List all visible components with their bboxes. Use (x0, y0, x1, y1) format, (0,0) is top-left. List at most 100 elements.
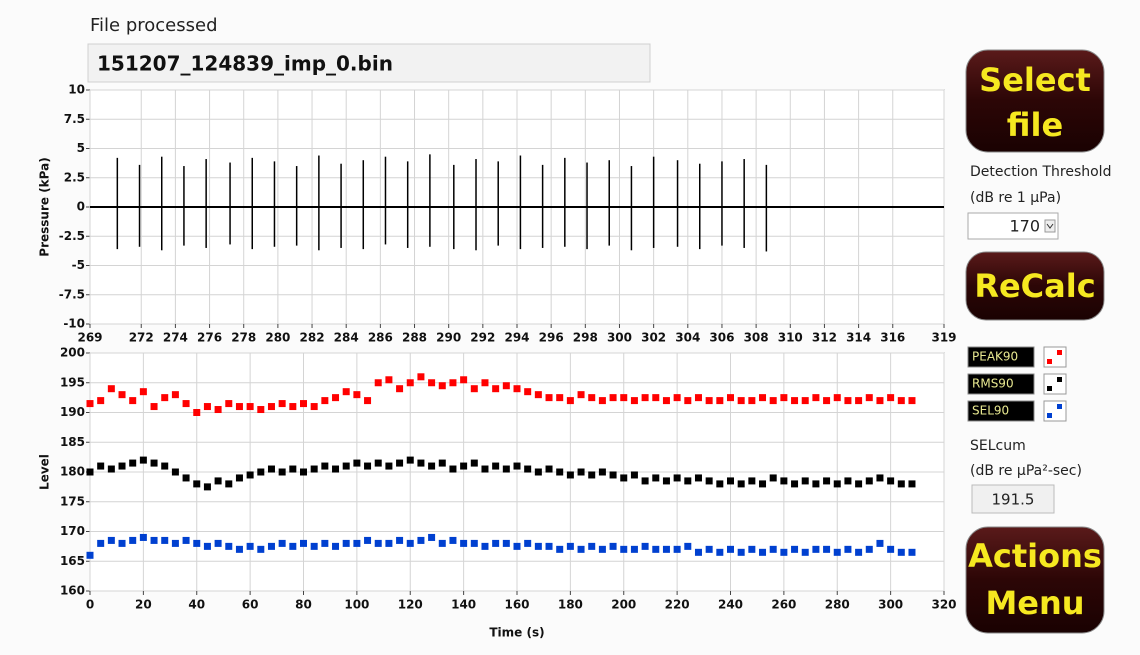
point (289, 465, 297, 473)
point (129, 397, 137, 405)
button-face[interactable] (965, 49, 1105, 153)
point (887, 477, 895, 485)
threshold-value[interactable]: 170 (1009, 217, 1040, 236)
point (812, 394, 820, 402)
point (470, 459, 478, 467)
point (577, 468, 585, 476)
point (481, 379, 489, 387)
point (406, 379, 414, 387)
point (759, 394, 767, 402)
point (780, 394, 788, 402)
point (86, 400, 94, 408)
legend-swatch (1057, 404, 1062, 409)
point (428, 462, 436, 470)
legend-swatch (1047, 386, 1052, 391)
point (385, 376, 393, 384)
point (203, 542, 211, 550)
point (97, 397, 105, 405)
button-text[interactable]: Menu (985, 584, 1084, 622)
file-label: File processed (90, 15, 218, 36)
point (332, 394, 340, 402)
point (353, 539, 361, 547)
point (801, 548, 809, 556)
point (502, 539, 510, 547)
x-tick-label: 180 (558, 598, 583, 612)
point (214, 477, 222, 485)
x-tick-label: 296 (539, 331, 564, 345)
point (705, 477, 713, 485)
legend-swatch (1057, 350, 1062, 355)
dropdown-arrow[interactable] (1044, 219, 1056, 233)
point (342, 388, 350, 396)
point (97, 539, 105, 547)
threshold-select[interactable]: 170 (967, 212, 1059, 240)
point (705, 545, 713, 553)
x-tick-label: 40 (188, 598, 205, 612)
point (833, 548, 841, 556)
y-tick-label: 170 (60, 524, 85, 538)
point (310, 403, 318, 411)
point (460, 539, 468, 547)
point (353, 391, 361, 399)
point (716, 548, 724, 556)
point (257, 406, 265, 414)
point (396, 536, 404, 544)
point (545, 394, 553, 402)
x-tick-label: 272 (129, 331, 154, 345)
point (417, 373, 425, 381)
point (577, 545, 585, 553)
x-tick-label: 269 (77, 331, 102, 345)
actions-button[interactable]: Actions Menu (965, 526, 1105, 634)
x-axis-label: Time (s) (489, 626, 544, 640)
threshold-label: Detection Threshold (970, 164, 1111, 180)
x-tick-label: 316 (880, 331, 905, 345)
point (321, 539, 329, 547)
point (235, 545, 243, 553)
x-tick-label: 302 (641, 331, 666, 345)
point (662, 397, 670, 405)
point (481, 542, 489, 550)
point (470, 385, 478, 393)
point (524, 465, 532, 473)
button-face[interactable] (965, 251, 1105, 321)
select-button[interactable]: Select file (965, 49, 1105, 153)
point (364, 397, 372, 405)
point (460, 462, 468, 470)
button-text[interactable]: ReCalc (974, 267, 1095, 305)
point (673, 474, 681, 482)
x-tick-label: 308 (744, 331, 769, 345)
point (641, 477, 649, 485)
button-text[interactable]: Actions (968, 537, 1102, 575)
selcum-units: (dB re μPa²-sec) (970, 463, 1082, 479)
button-text[interactable]: file (1007, 106, 1063, 144)
point (588, 542, 596, 550)
button-face[interactable] (965, 526, 1105, 634)
point (598, 545, 606, 553)
x-tick-label: 294 (504, 331, 529, 345)
x-tick-label: 292 (470, 331, 495, 345)
point (662, 545, 670, 553)
point (876, 397, 884, 405)
x-tick-label: 100 (344, 598, 369, 612)
point (652, 474, 660, 482)
point (342, 539, 350, 547)
point (182, 400, 190, 408)
x-tick-label: 280 (265, 331, 290, 345)
legend-label: RMS90 (972, 377, 1014, 391)
point (385, 539, 393, 547)
y-tick-label: 2.5 (64, 170, 85, 184)
button-text[interactable]: Select (979, 61, 1091, 99)
x-tick-label: 160 (504, 598, 529, 612)
point (737, 548, 745, 556)
recalc-button[interactable]: ReCalc (965, 251, 1105, 321)
point (641, 542, 649, 550)
y-tick-label: 165 (60, 554, 85, 568)
point (844, 545, 852, 553)
point (278, 468, 286, 476)
point (470, 539, 478, 547)
point (887, 394, 895, 402)
select-box[interactable] (967, 212, 1059, 240)
y-tick-label: 200 (60, 346, 85, 360)
y-axis-label: Pressure (kPa) (38, 157, 52, 256)
point (193, 409, 201, 416)
